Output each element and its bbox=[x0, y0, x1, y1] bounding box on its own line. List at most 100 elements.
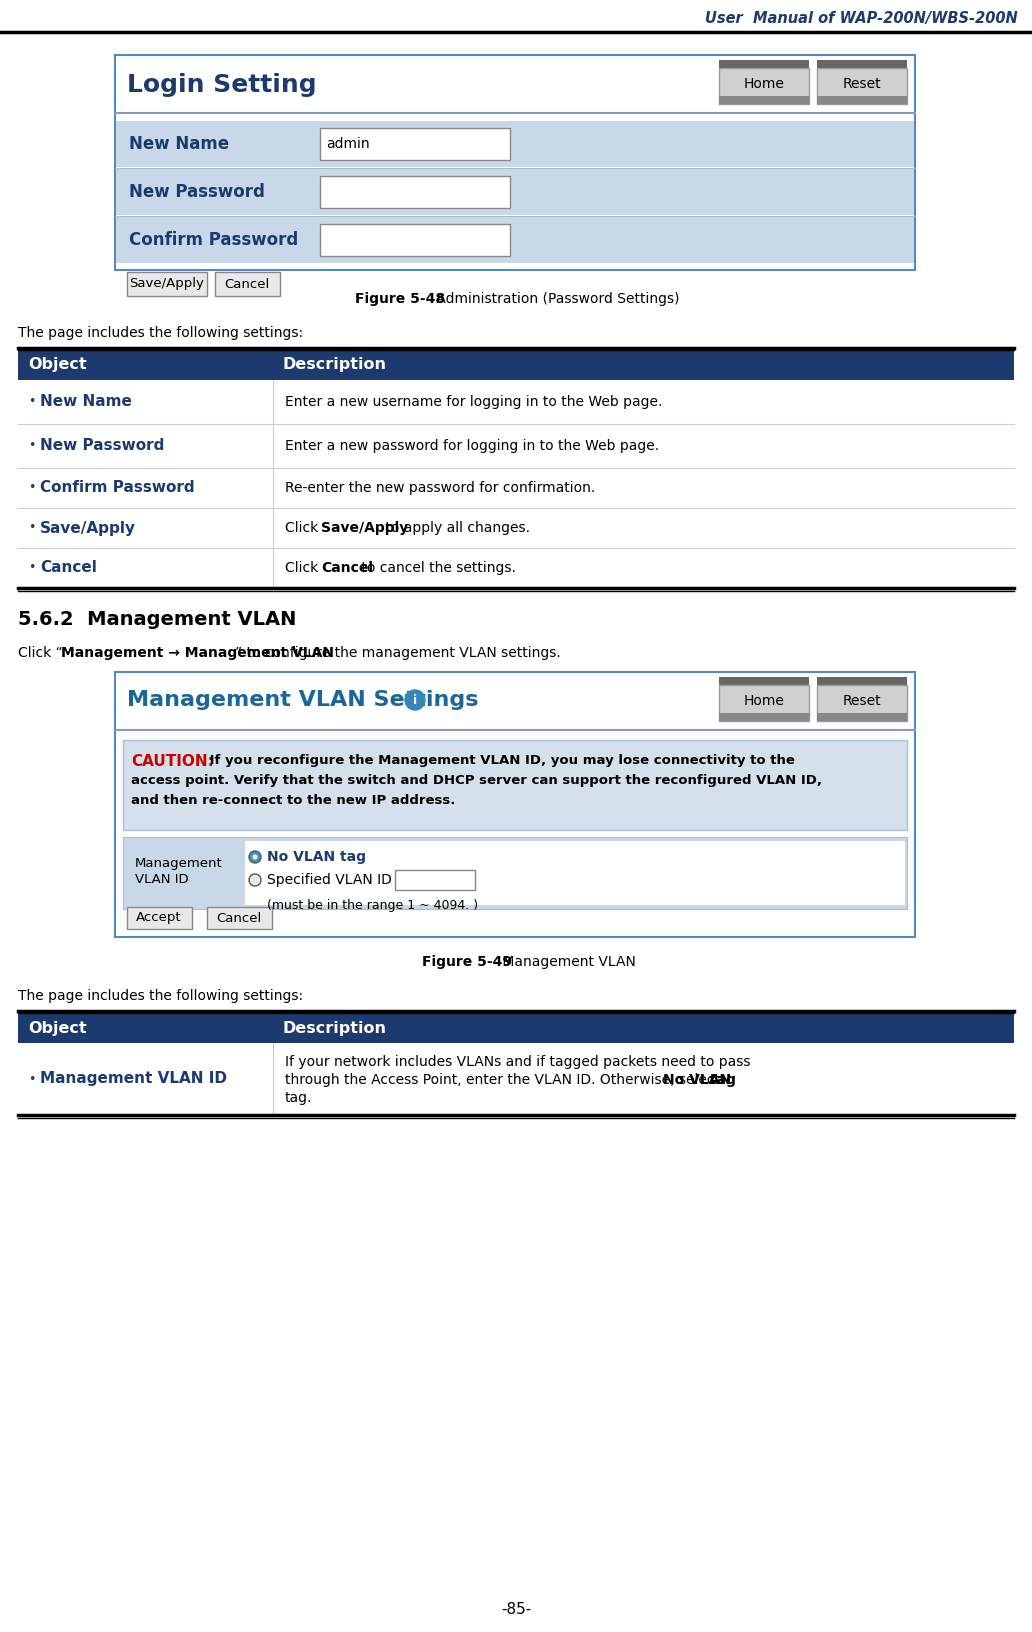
Text: admin: admin bbox=[326, 137, 369, 152]
Bar bbox=[123, 837, 907, 909]
Bar bbox=[18, 1013, 1014, 1043]
Text: New Name: New Name bbox=[129, 135, 229, 153]
Text: Click: Click bbox=[285, 521, 323, 535]
Circle shape bbox=[405, 690, 425, 710]
Text: Reset: Reset bbox=[843, 694, 881, 708]
Text: •: • bbox=[28, 522, 35, 535]
Text: access point. Verify that the switch and DHCP server can support the reconfigure: access point. Verify that the switch and… bbox=[131, 774, 823, 787]
Text: Confirm Password: Confirm Password bbox=[40, 480, 195, 496]
Text: Save/Apply: Save/Apply bbox=[40, 521, 136, 535]
Bar bbox=[18, 508, 1014, 548]
Text: Figure 5-48: Figure 5-48 bbox=[355, 292, 445, 307]
Bar bbox=[719, 96, 809, 104]
Text: Re-enter the new password for confirmation.: Re-enter the new password for confirmati… bbox=[285, 481, 595, 494]
Bar bbox=[123, 739, 907, 831]
Text: Click “: Click “ bbox=[18, 646, 63, 659]
Text: No VLAN: No VLAN bbox=[663, 1072, 731, 1087]
Text: to apply all changes.: to apply all changes. bbox=[381, 521, 530, 535]
Text: tag: tag bbox=[705, 1072, 736, 1087]
Bar bbox=[18, 424, 1014, 468]
Text: Login Setting: Login Setting bbox=[127, 73, 317, 96]
Text: Description: Description bbox=[283, 357, 387, 372]
Bar bbox=[18, 380, 1014, 424]
Text: Enter a new password for logging in to the Web page.: Enter a new password for logging in to t… bbox=[285, 439, 659, 454]
Text: CAUTION:: CAUTION: bbox=[131, 754, 214, 769]
Text: If you reconfigure the Management VLAN ID, you may lose connectivity to the: If you reconfigure the Management VLAN I… bbox=[205, 754, 795, 767]
Bar bbox=[116, 170, 914, 215]
Text: •: • bbox=[28, 481, 35, 494]
Bar bbox=[116, 121, 914, 166]
Text: New Password: New Password bbox=[129, 183, 265, 201]
Text: •: • bbox=[28, 439, 35, 452]
Text: User  Manual of WAP-200N/WBS-200N: User Manual of WAP-200N/WBS-200N bbox=[705, 10, 1018, 26]
Text: •: • bbox=[28, 1072, 35, 1085]
Text: The page includes the following settings:: The page includes the following settings… bbox=[18, 989, 303, 1004]
Bar bbox=[115, 672, 915, 937]
Text: Click: Click bbox=[285, 561, 323, 574]
Text: tag.: tag. bbox=[285, 1092, 313, 1105]
Bar bbox=[18, 548, 1014, 588]
Text: Enter a new username for logging in to the Web page.: Enter a new username for logging in to t… bbox=[285, 395, 663, 410]
Text: •: • bbox=[28, 561, 35, 574]
Text: Reset: Reset bbox=[843, 77, 881, 91]
Bar bbox=[817, 713, 907, 721]
Text: The page includes the following settings:: The page includes the following settings… bbox=[18, 326, 303, 339]
Bar bbox=[719, 685, 809, 721]
Bar bbox=[719, 713, 809, 721]
Text: Object: Object bbox=[28, 1020, 87, 1035]
Bar bbox=[18, 1043, 1014, 1115]
Bar bbox=[207, 907, 272, 929]
Text: 5.6.2  Management VLAN: 5.6.2 Management VLAN bbox=[18, 610, 296, 628]
Text: Confirm Password: Confirm Password bbox=[129, 232, 298, 250]
Bar bbox=[116, 217, 914, 263]
Text: Administration (Password Settings): Administration (Password Settings) bbox=[432, 292, 679, 307]
Text: Management → Management VLAN: Management → Management VLAN bbox=[61, 646, 334, 659]
Bar bbox=[127, 273, 207, 295]
Bar bbox=[719, 69, 809, 104]
Text: Save/Apply: Save/Apply bbox=[321, 521, 409, 535]
Bar bbox=[817, 685, 907, 721]
Text: Cancel: Cancel bbox=[40, 560, 97, 576]
Text: through the Access Point, enter the VLAN ID. Otherwise, select: through the Access Point, enter the VLAN… bbox=[285, 1072, 724, 1087]
Text: Management VLAN ID: Management VLAN ID bbox=[40, 1072, 227, 1087]
Circle shape bbox=[253, 855, 258, 860]
Text: Management VLAN: Management VLAN bbox=[498, 955, 637, 969]
Text: Save/Apply: Save/Apply bbox=[130, 277, 204, 290]
Bar bbox=[817, 96, 907, 104]
Text: Management VLAN Settings: Management VLAN Settings bbox=[127, 690, 479, 710]
Text: No VLAN tag: No VLAN tag bbox=[267, 850, 366, 863]
Text: Specified VLAN ID: Specified VLAN ID bbox=[267, 873, 392, 888]
Text: If your network includes VLANs and if tagged packets need to pass: If your network includes VLANs and if ta… bbox=[285, 1054, 750, 1069]
Text: •: • bbox=[28, 395, 35, 408]
Bar bbox=[320, 224, 510, 256]
Text: Cancel: Cancel bbox=[217, 912, 262, 924]
Text: and then re-connect to the new IP address.: and then re-connect to the new IP addres… bbox=[131, 795, 455, 806]
Text: Management: Management bbox=[135, 857, 223, 870]
Bar bbox=[817, 60, 907, 69]
Text: ” to configure the management VLAN settings.: ” to configure the management VLAN setti… bbox=[235, 646, 560, 659]
Bar bbox=[215, 273, 280, 295]
Text: Accept: Accept bbox=[136, 912, 182, 924]
Bar bbox=[320, 176, 510, 207]
Bar bbox=[245, 840, 905, 906]
Text: VLAN ID: VLAN ID bbox=[135, 873, 189, 886]
Text: New Password: New Password bbox=[40, 439, 164, 454]
Bar bbox=[18, 349, 1014, 380]
Text: Home: Home bbox=[744, 77, 784, 91]
Bar bbox=[18, 468, 1014, 508]
Circle shape bbox=[249, 875, 261, 886]
Circle shape bbox=[249, 850, 261, 863]
Text: Object: Object bbox=[28, 357, 87, 372]
Bar bbox=[719, 677, 809, 685]
Text: Cancel: Cancel bbox=[321, 561, 373, 574]
Text: Home: Home bbox=[744, 694, 784, 708]
Bar bbox=[817, 677, 907, 685]
Text: New Name: New Name bbox=[40, 395, 132, 410]
Text: -85-: -85- bbox=[501, 1603, 531, 1617]
Text: Figure 5-49: Figure 5-49 bbox=[421, 955, 512, 969]
Bar bbox=[395, 870, 475, 889]
Bar bbox=[115, 55, 915, 269]
Text: Description: Description bbox=[283, 1020, 387, 1035]
Text: Cancel: Cancel bbox=[224, 277, 269, 290]
Bar bbox=[127, 907, 192, 929]
